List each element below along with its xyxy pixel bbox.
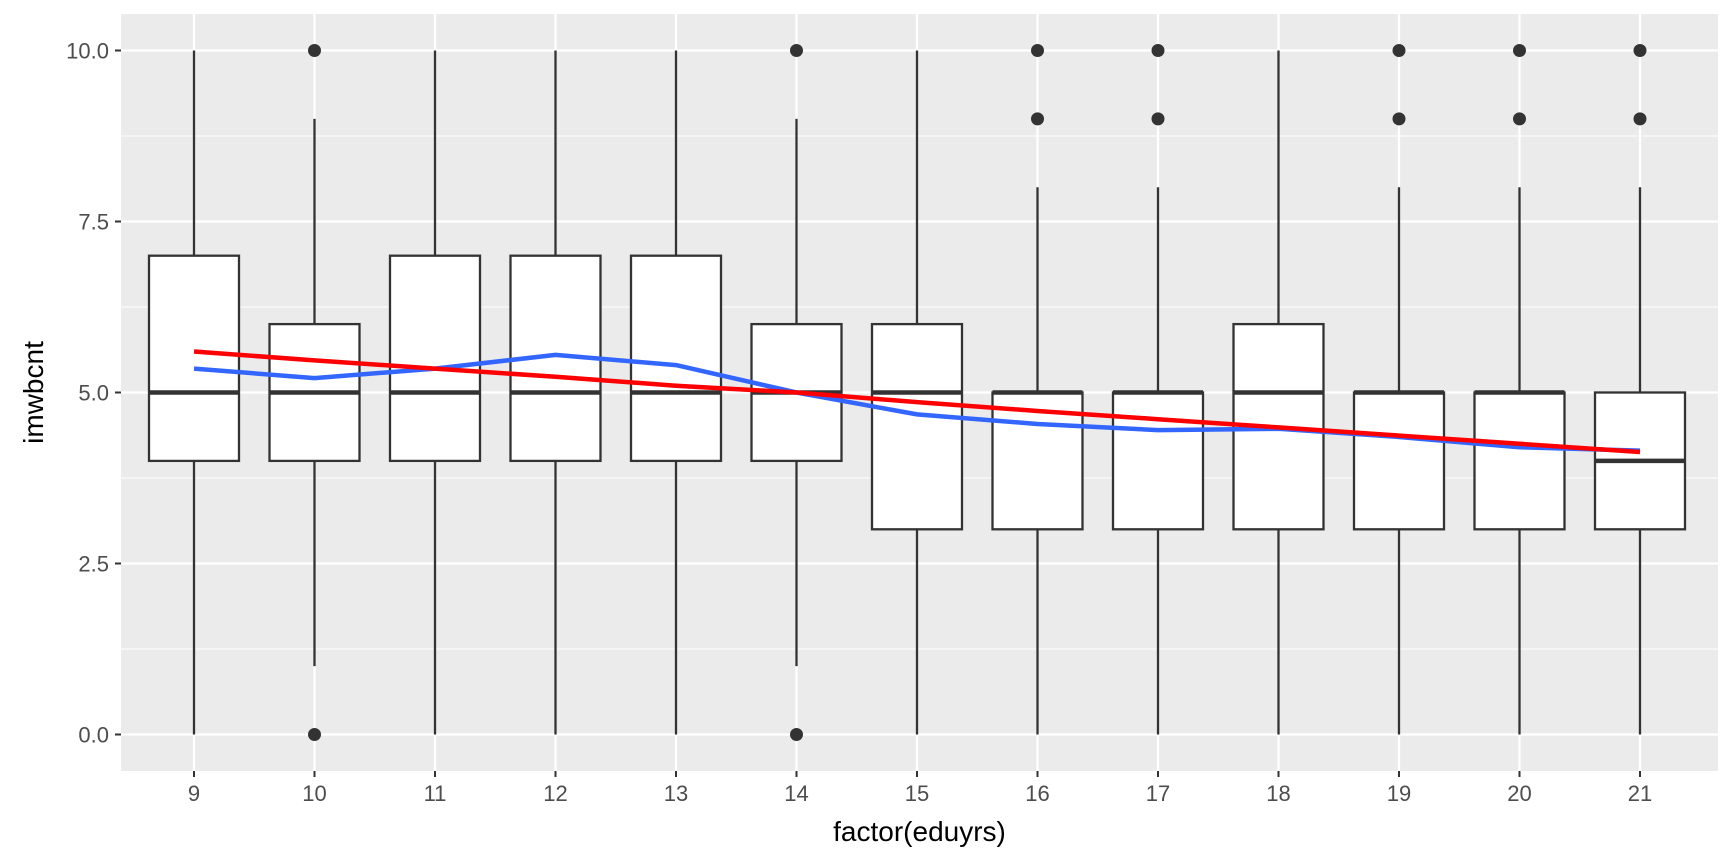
box-iqr — [629, 254, 723, 463]
x-tick-label: 21 — [1628, 781, 1652, 806]
outlier-point — [308, 44, 321, 57]
box-iqr — [147, 254, 241, 463]
box-15 — [870, 50, 964, 735]
box-iqr — [1473, 391, 1566, 531]
y-axis: 0.0 2.5 5.0 7.5 10.0 — [66, 39, 121, 748]
outlier-point — [1513, 112, 1526, 126]
y-tick-label: 5.0 — [78, 381, 109, 406]
y-tick-label: 7.5 — [78, 210, 109, 235]
x-tick-label: 17 — [1146, 781, 1170, 806]
y-tick-label: 2.5 — [78, 552, 109, 577]
x-tick-label: 12 — [543, 781, 567, 806]
y-tick-label: 10.0 — [66, 39, 109, 64]
outlier-point — [1031, 44, 1044, 57]
outlier-point — [790, 728, 803, 741]
x-tick-label: 16 — [1025, 781, 1049, 806]
x-axis-title: factor(eduyrs) — [833, 816, 1006, 847]
x-tick-label: 18 — [1266, 781, 1290, 806]
box-20 — [1473, 44, 1566, 735]
outlier-point — [308, 728, 321, 741]
outlier-point — [1392, 44, 1406, 57]
x-tick-label: 10 — [302, 781, 326, 806]
x-tick-label: 11 — [424, 781, 447, 806]
x-tick-label: 14 — [784, 781, 808, 806]
outlier-point — [1151, 112, 1165, 126]
box-iqr — [1111, 391, 1205, 531]
box-iqr — [1352, 391, 1446, 531]
box-9 — [147, 50, 241, 735]
outlier-point — [1633, 44, 1647, 57]
y-tick-label: 0.0 — [78, 723, 109, 748]
box-iqr — [870, 322, 964, 531]
trend-lines — [193, 349, 1641, 455]
box-11 — [388, 50, 482, 735]
y-axis-title: imwbcnt — [18, 341, 49, 444]
x-axis: 9 10 11 12 13 14 15 16 17 18 19 20 21 — [188, 771, 1652, 806]
outlier-point — [1392, 112, 1406, 126]
x-tick-label: 19 — [1387, 781, 1411, 806]
x-tick-label: 13 — [664, 781, 688, 806]
box-10 — [268, 44, 361, 741]
box-16 — [991, 44, 1084, 735]
outlier-point — [1031, 112, 1044, 126]
box-13 — [629, 50, 723, 735]
x-tick-label: 9 — [188, 781, 200, 806]
boxes — [147, 44, 1687, 741]
box-iqr — [388, 254, 482, 463]
box-19 — [1352, 44, 1446, 735]
outlier-point — [790, 44, 803, 57]
outlier-point — [1151, 44, 1165, 57]
outlier-point — [1513, 44, 1526, 57]
x-tick-label: 20 — [1507, 781, 1531, 806]
box-21 — [1593, 44, 1687, 735]
red-trend-line — [193, 349, 1641, 455]
outlier-point — [1633, 112, 1647, 126]
x-tick-label: 15 — [905, 781, 929, 806]
